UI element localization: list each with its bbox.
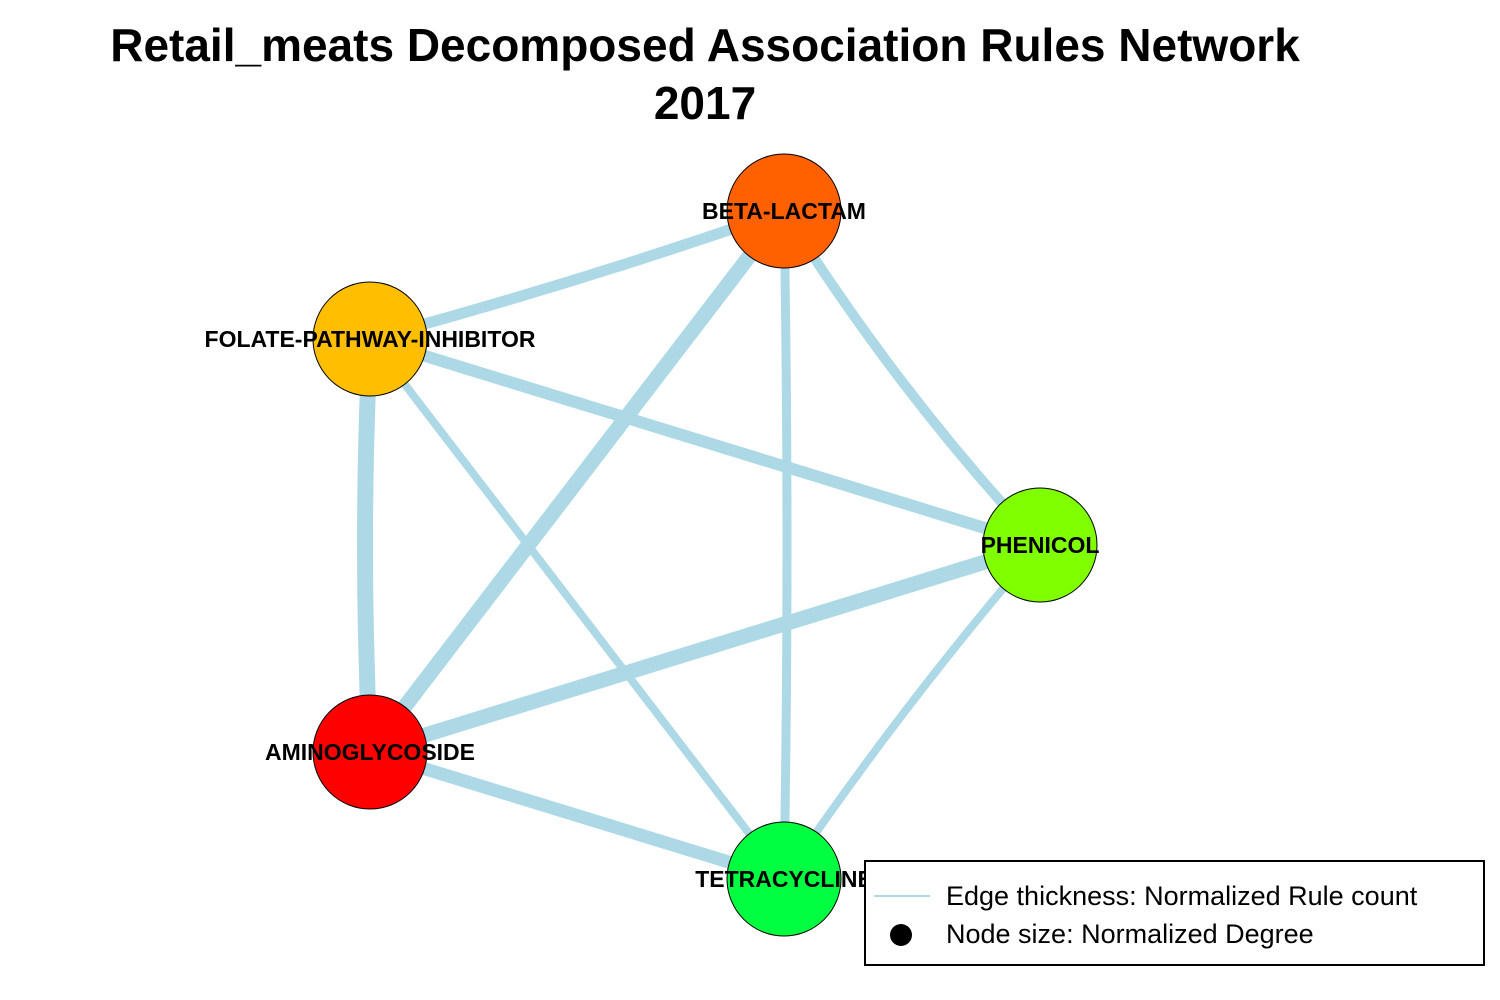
edge-folate-tetra [366,336,788,882]
node-tetra [726,821,842,937]
node-folate [312,281,428,397]
legend-row-node: Node size: Normalized Degree [866,916,1314,952]
edge-phenicol-tetra [780,542,1044,882]
chart-title: Retail_meats Decomposed Association Rule… [0,16,1410,132]
edge-tetra-beta [779,210,792,880]
edges-layer [357,205,1044,886]
legend-node-label: Node size: Normalized Degree [946,918,1314,949]
node-label-folate: FOLATE-PATHWAY-INHIBITOR [205,326,536,352]
title-line-2: 2017 [653,77,757,129]
nodes-layer [312,153,1098,937]
node-amino [312,694,428,810]
legend: Edge thickness: Normalized Rule count No… [864,860,1485,966]
edge-folate-phenicol [368,333,1042,551]
node-beta [726,153,842,269]
legend-edge-label: Edge thickness: Normalized Rule count [946,880,1418,911]
edge-amino-tetra [368,745,786,886]
title-line-1: Retail_meats Decomposed Association Rule… [110,19,1300,71]
legend-line-icon [874,895,930,897]
legend-edge-key [866,878,946,914]
legend-node-key [866,916,946,952]
edge-amino-beta [364,206,790,757]
node-label-beta: BETA-LACTAM [702,198,866,224]
node-phenicol [982,487,1098,603]
labels-layer: BETA-LACTAM FOLATE-PATHWAY-INHIBITOR PHENI… [205,198,1100,892]
legend-row-edge: Edge thickness: Normalized Rule count [866,878,1417,914]
node-label-phenicol: PHENICOL [981,532,1100,558]
edge-phenicol-beta [779,208,1044,549]
edge-folate-amino [357,338,378,753]
edge-folate-beta [368,205,786,345]
node-label-tetra: TETRACYCLINE [695,866,873,892]
legend-dot-icon [890,924,912,946]
node-label-amino: AMINOGLYCOSIDE [265,739,475,765]
edge-amino-phenicol [367,537,1043,760]
